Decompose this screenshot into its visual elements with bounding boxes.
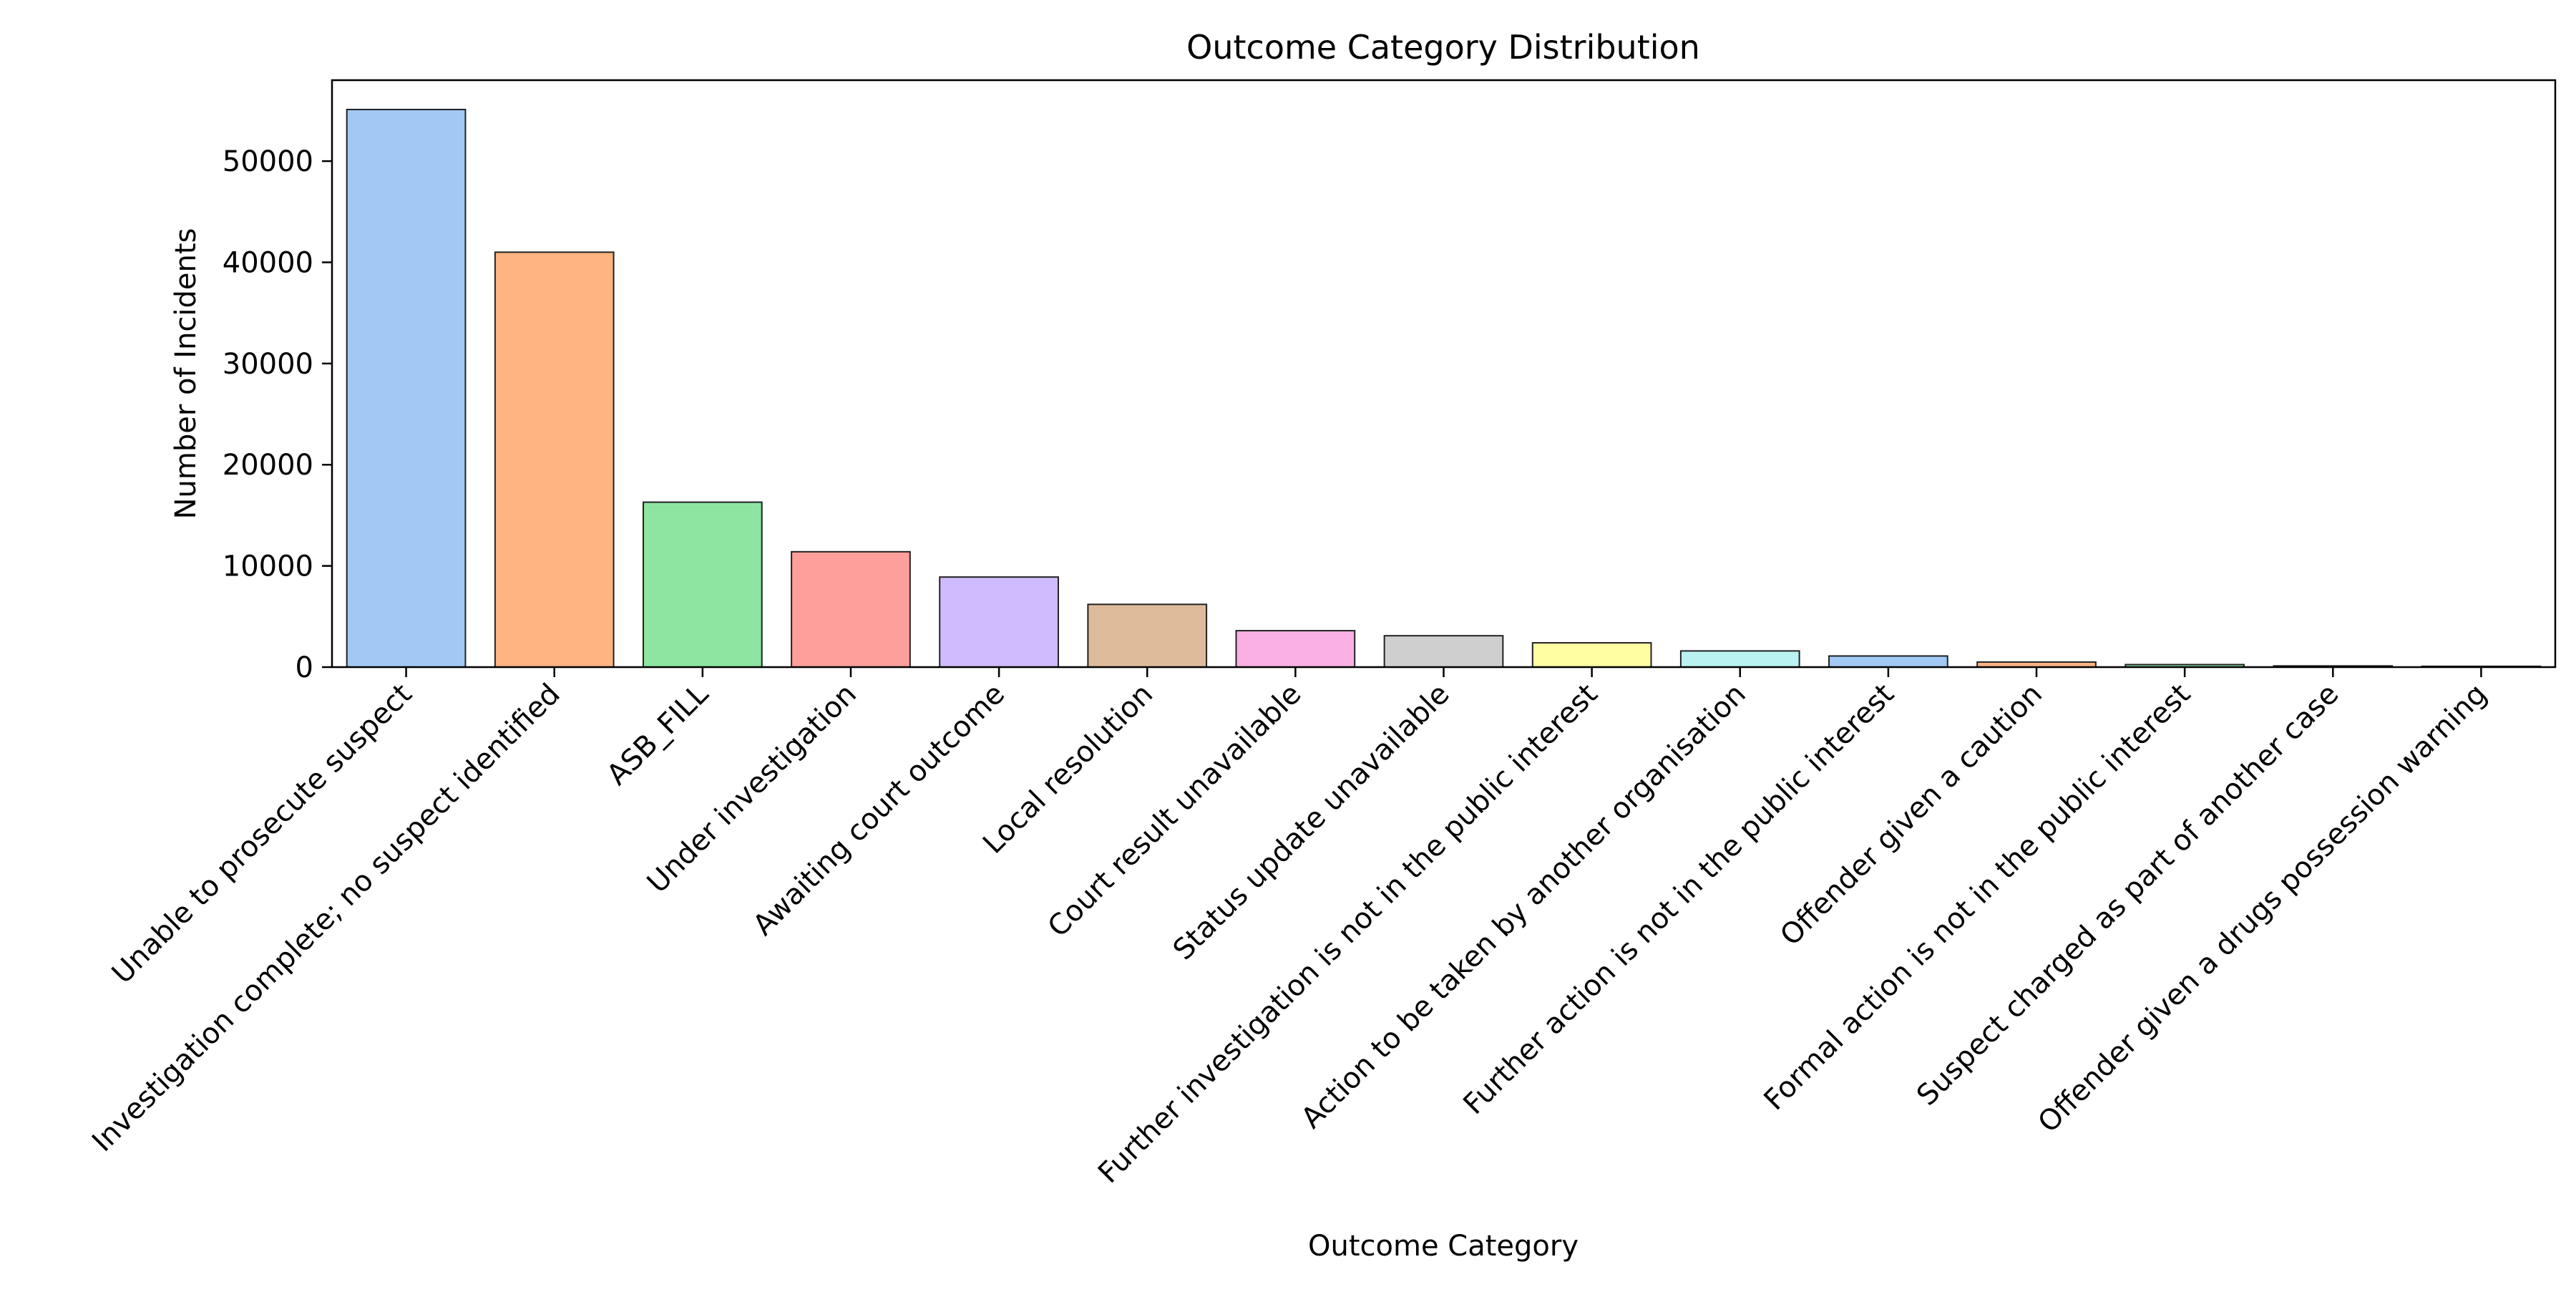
- y-tick-label: 0: [296, 651, 313, 684]
- y-tick-label: 10000: [223, 550, 313, 583]
- bar: [1087, 603, 1208, 669]
- bar: [791, 550, 911, 669]
- bar: [1383, 635, 1504, 668]
- chart-title: Outcome Category Distribution: [1186, 28, 1700, 67]
- x-axis-label: Outcome Category: [1308, 1230, 1579, 1263]
- y-tick-label: 40000: [223, 246, 313, 279]
- y-tick-label: 30000: [223, 348, 313, 381]
- bar: [1828, 655, 1948, 669]
- bar: [1235, 630, 1356, 668]
- bar: [494, 251, 615, 668]
- y-axis-label: Number of Incidents: [170, 228, 203, 520]
- bar: [1679, 650, 1800, 669]
- bar: [346, 109, 467, 668]
- bar: [939, 576, 1059, 668]
- y-tick-label: 50000: [223, 145, 313, 178]
- bar: [642, 501, 763, 668]
- bar: [1531, 642, 1652, 669]
- y-tick-label: 20000: [223, 449, 313, 482]
